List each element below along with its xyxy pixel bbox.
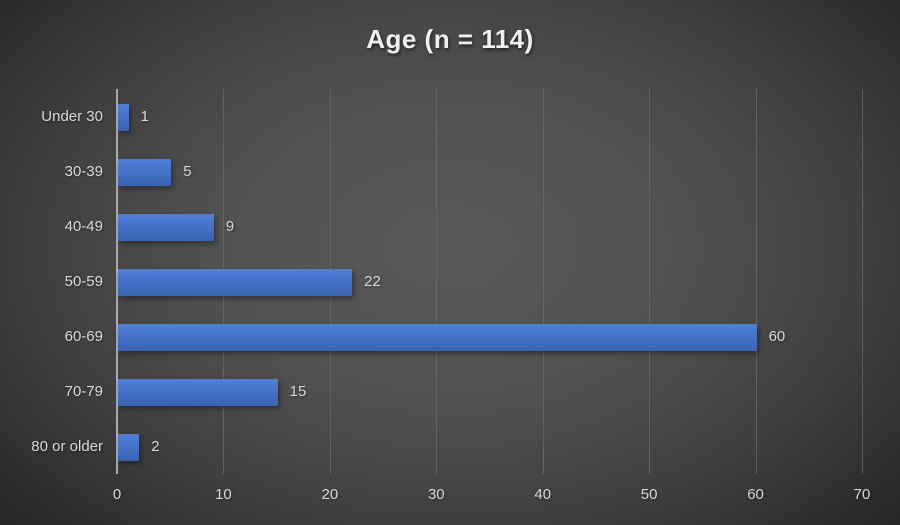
- data-label: 5: [183, 163, 192, 180]
- chart-title: Age (n = 114): [366, 24, 534, 54]
- y-category-label: 60-69: [64, 328, 103, 345]
- y-category-label: 30-39: [64, 163, 103, 180]
- x-tick-label: 40: [534, 486, 552, 503]
- data-label: 1: [140, 108, 149, 125]
- x-axis-tick-labels: 0 10 20 30 40 50 60 70: [0, 486, 900, 510]
- y-category-label: 80 or older: [31, 438, 103, 455]
- y-category-label: 40-49: [64, 218, 103, 235]
- bar: [118, 323, 757, 351]
- x-tick-label: 30: [427, 486, 445, 503]
- bar-row: 1: [117, 89, 862, 144]
- data-label: 2: [151, 438, 160, 455]
- y-category-label: Under 30: [41, 108, 103, 125]
- data-label: 60: [768, 328, 786, 345]
- y-category-label: 70-79: [64, 383, 103, 400]
- bar-row: 9: [117, 199, 862, 254]
- bar: [118, 103, 129, 131]
- x-tick-label: 20: [321, 486, 339, 503]
- gridline: [755, 89, 757, 474]
- plot-area: 1 5 9 22 60 15 2: [116, 89, 863, 474]
- data-label: 22: [364, 273, 381, 290]
- x-tick-label: 50: [640, 486, 658, 503]
- x-tick-label: 70: [853, 486, 871, 503]
- bar: [118, 378, 278, 406]
- x-tick-label: 60: [747, 486, 764, 503]
- bar-row: 15: [117, 364, 862, 419]
- bar-row: 2: [117, 419, 862, 474]
- bar: [118, 213, 214, 241]
- bar: [118, 158, 172, 186]
- y-axis-category-labels: Under 30 30-39 40-49 50-59 60-69 70-79 80 or o…: [0, 89, 103, 474]
- bar-row: 5: [117, 144, 862, 199]
- gridline: [542, 89, 544, 474]
- data-label: 9: [225, 218, 235, 235]
- bar-row: 60: [117, 309, 862, 364]
- y-category-label: 50-59: [64, 273, 103, 290]
- axis-zero-line: [116, 89, 118, 474]
- bar: [118, 433, 140, 461]
- data-label: 15: [289, 383, 307, 400]
- gridline: [862, 89, 863, 474]
- bar-row: 22: [117, 254, 862, 309]
- bar: [118, 268, 353, 296]
- x-tick-label: 0: [112, 486, 122, 503]
- gridline: [436, 89, 438, 474]
- gridline: [649, 89, 651, 474]
- x-tick-label: 10: [215, 486, 232, 503]
